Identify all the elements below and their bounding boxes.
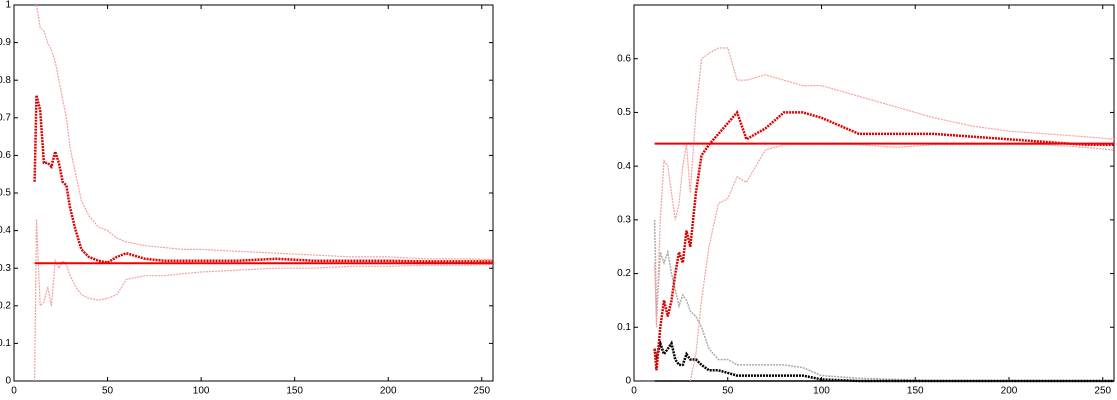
series-line [653,338,1114,383]
y-tick-label: 0.2 [0,300,11,311]
y-tick-label: 0.4 [617,161,631,172]
y-tick-label: 0.1 [617,322,631,333]
x-tick-label: 250 [1094,386,1111,397]
series-line [33,94,493,264]
series-line [35,4,494,261]
series-line [34,219,494,382]
series-line [653,109,1114,371]
y-tick-label: 0.6 [0,150,11,161]
x-tick-label: 200 [380,386,397,397]
x-tick-label: 50 [722,386,734,397]
y-tick-label: 0.4 [0,225,11,236]
y-tick-label: 0 [5,376,11,387]
y-tick-label: 0.8 [0,75,11,86]
y-tick-label: 0.5 [617,107,631,118]
x-tick-label: 150 [907,386,924,397]
x-tick-label: 100 [193,386,210,397]
series-line [653,219,1114,382]
x-tick-label: 150 [286,386,303,397]
y-tick-label: 0.3 [0,263,11,274]
series-line [654,47,1115,328]
y-tick-label: 0.3 [617,214,631,225]
x-tick-label: 200 [1001,386,1018,397]
plot-frame [633,4,1115,382]
plot-frame [13,4,494,382]
y-tick-label: 0.9 [0,37,11,48]
y-tick-label: 0.7 [0,112,11,123]
y-tick-label: 0.1 [0,338,11,349]
y-tick-label: 0.2 [617,268,631,279]
y-tick-label: 0.5 [0,188,11,199]
x-tick-label: 0 [11,386,17,397]
y-tick-label: 1 [5,0,11,11]
series-line [689,144,1115,382]
x-tick-label: 100 [813,386,830,397]
y-tick-label: 0 [625,376,631,387]
x-tick-label: 0 [631,386,637,397]
x-tick-label: 50 [102,386,114,397]
y-tick-label: 0.6 [617,53,631,64]
x-tick-label: 250 [473,386,490,397]
